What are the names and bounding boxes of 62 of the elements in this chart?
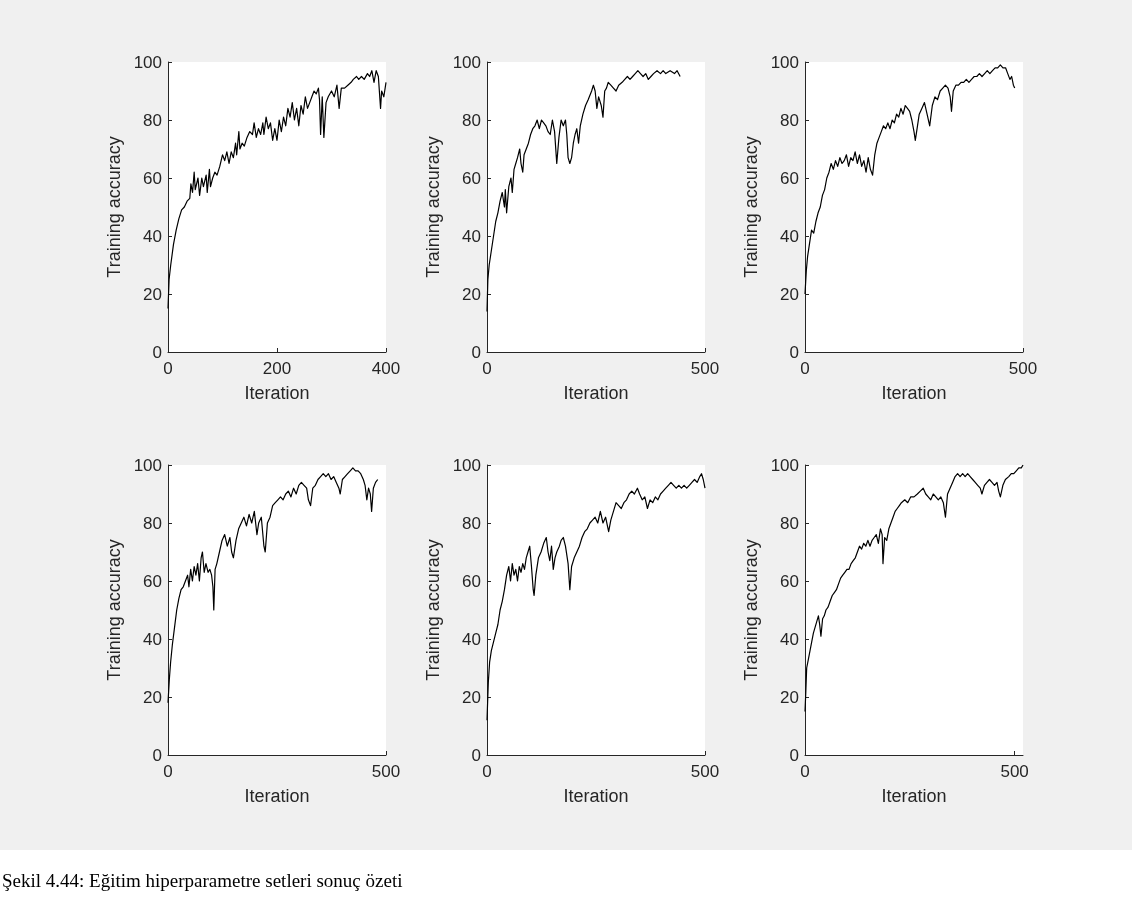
y-tick-label: 40 [143, 226, 162, 246]
x-tick-label: 500 [371, 762, 401, 781]
y-tick-label: 20 [780, 284, 799, 304]
y-tick-label: 60 [780, 168, 799, 188]
y-tick-label: 20 [143, 284, 162, 304]
y-tick-label: 80 [462, 513, 481, 533]
y-tick-label: 80 [780, 110, 799, 130]
y-tick-label: 60 [462, 571, 481, 591]
y-tick-label: 40 [462, 226, 481, 246]
y-tick-label: 100 [770, 455, 799, 475]
y-tick-label: 40 [143, 629, 162, 649]
y-tick-label: 80 [143, 513, 162, 533]
y-tick-label: 100 [133, 455, 162, 475]
y-tick-label: 80 [780, 513, 799, 533]
y-axis-title: Training accuracy [103, 136, 124, 278]
x-tick-label: 500 [690, 359, 720, 378]
y-tick-label: 20 [462, 687, 481, 707]
y-tick-label: 80 [462, 110, 481, 130]
y-tick-label: 0 [789, 342, 799, 362]
y-tick-label: 60 [780, 571, 799, 591]
line-series [486, 473, 706, 721]
y-axis-title: Training accuracy [740, 539, 761, 681]
line-series [804, 64, 1016, 295]
y-axis-title: Training accuracy [422, 136, 443, 278]
x-axis-title: Iteration [244, 786, 310, 806]
y-tick-label: 60 [143, 571, 162, 591]
line-series [804, 464, 1024, 713]
line-series [167, 70, 387, 310]
y-axis-title: Training accuracy [422, 539, 443, 681]
y-tick-label: 100 [452, 455, 481, 475]
y-tick-label: 0 [471, 342, 481, 362]
line-series [486, 70, 681, 312]
y-axis-title: Training accuracy [740, 136, 761, 278]
text: Şekil 4.44: Eğitim hiperparametre setleri sonuç özeti [2, 870, 403, 892]
y-tick-label: 20 [143, 687, 162, 707]
y-tick-label: 100 [452, 52, 481, 72]
y-tick-label: 20 [462, 284, 481, 304]
y-tick-label: 60 [143, 168, 162, 188]
x-axis-title: Iteration [563, 786, 629, 806]
y-tick-label: 60 [462, 168, 481, 188]
x-tick-label: 200 [262, 359, 292, 378]
x-axis-title: Iteration [881, 383, 947, 403]
x-axis-title: Iteration [244, 383, 310, 403]
y-tick-label: 0 [152, 745, 162, 765]
y-tick-label: 0 [789, 745, 799, 765]
y-tick-label: 40 [780, 629, 799, 649]
x-tick-label: 500 [690, 762, 720, 781]
y-tick-label: 100 [770, 52, 799, 72]
y-tick-label: 40 [462, 629, 481, 649]
x-axis-title: Iteration [563, 383, 629, 403]
x-tick-label: 500 [1000, 762, 1029, 781]
y-tick-label: 40 [780, 226, 799, 246]
y-tick-label: 0 [471, 745, 481, 765]
y-tick-label: 80 [143, 110, 162, 130]
y-tick-label: 0 [152, 342, 162, 362]
y-tick-label: 100 [133, 52, 162, 72]
line-series [167, 467, 379, 704]
x-axis-title: Iteration [881, 786, 947, 806]
x-tick-label: 500 [1008, 359, 1038, 378]
x-tick-label: 400 [371, 359, 401, 378]
y-tick-label: 20 [780, 687, 799, 707]
y-axis-title: Training accuracy [103, 539, 124, 681]
